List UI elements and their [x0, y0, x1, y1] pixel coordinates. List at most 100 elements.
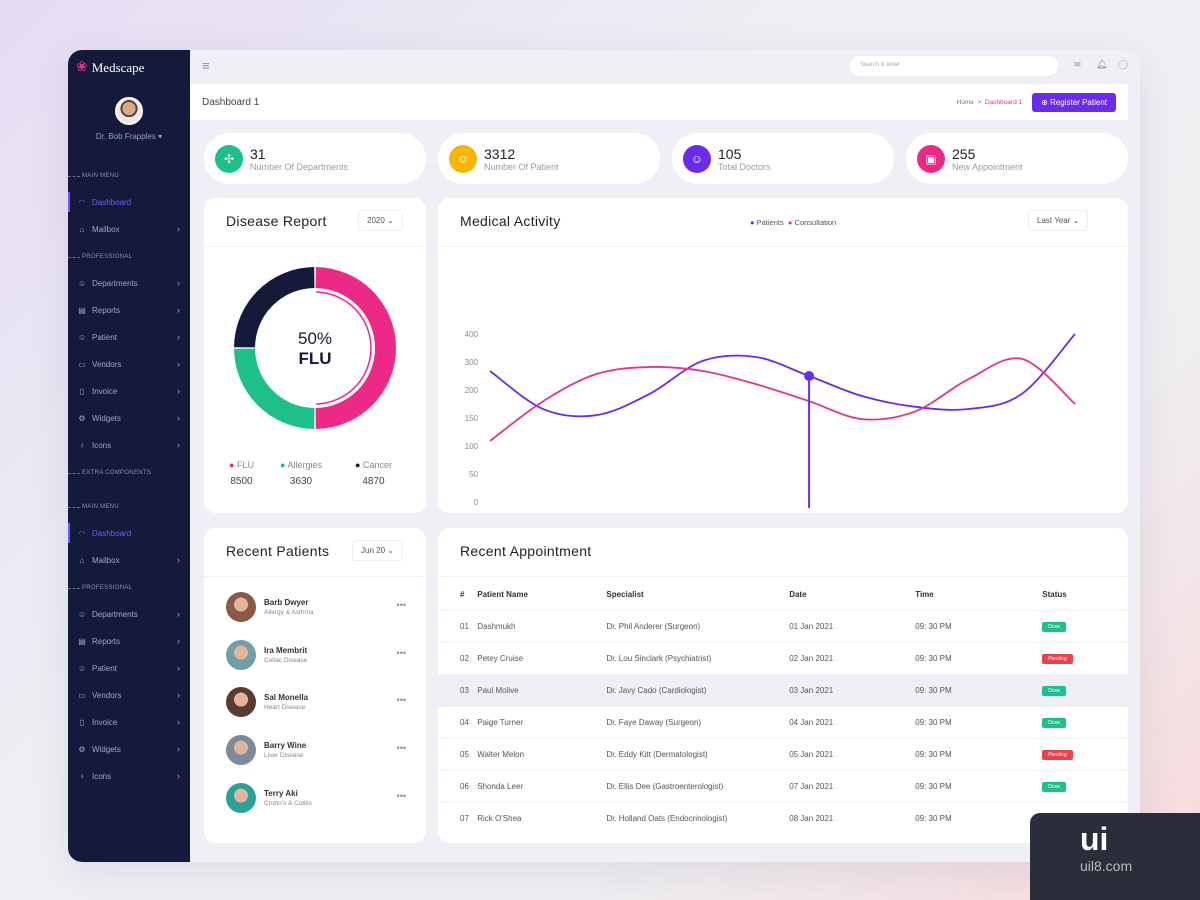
chevron-right-icon: › — [177, 332, 180, 342]
sidebar-item-reports[interactable]: ▤ Reports › — [78, 636, 180, 646]
stat-card[interactable]: ☺ 3312 Number Of Patient — [438, 133, 660, 184]
more-icon[interactable]: ••• — [396, 790, 406, 801]
highlight-marker[interactable] — [804, 371, 815, 381]
bell-icon[interactable]: 🔔︎ — [1096, 59, 1108, 69]
avatar — [226, 782, 256, 813]
sidebar-item-patient[interactable]: ☺ Patient › — [78, 332, 180, 342]
user-icon: ☺ — [78, 278, 87, 288]
table-cell: 09: 30 PM — [915, 801, 1043, 834]
avatar[interactable] — [115, 97, 143, 125]
sidebar-item-icons[interactable]: ♀ Icons › — [79, 771, 180, 781]
list-item[interactable]: Barb Dwyer Allergy & Asthma ••• — [226, 592, 406, 622]
year-dropdown[interactable]: 2020 ⌄ — [358, 210, 403, 231]
search-input[interactable]: Search & enter — [850, 56, 1058, 76]
table-row[interactable]: 06 Shonda Leer Dr. Ellis Dee (Gastroentero… — [438, 769, 1128, 802]
stat-icon: ✣ — [215, 144, 243, 173]
status-badge: Pending — [1042, 653, 1073, 664]
table-cell: Shonda Leer — [477, 769, 607, 802]
table-row[interactable]: 05 Walter Melon Dr. Eddy Kitt (Dermatologi… — [438, 737, 1128, 770]
list-item[interactable]: Ira Membrit Celiac Disease ••• — [226, 639, 406, 670]
gear-icon: ⚙ — [78, 744, 86, 754]
table-row[interactable]: 02 Petey Cruise Dr. Lou Sinclark (Psychiat… — [438, 641, 1128, 674]
table-cell: Dr. Ellis Dee (Gastroenterologist) — [606, 769, 790, 802]
more-icon[interactable]: ••• — [396, 695, 406, 706]
y-tick-label: 300 — [465, 358, 479, 367]
table-cell: 06 — [438, 769, 478, 802]
list-item[interactable]: Terry Aki Crohn's & Colitis ••• — [226, 782, 406, 813]
dashboard-icon: ◠ — [78, 528, 86, 538]
sidebar-item-icons[interactable]: ♀ Icons › — [79, 440, 180, 450]
sidebar-item-dashboard[interactable]: ◠ Dashboard — [68, 192, 190, 212]
divider — [204, 246, 426, 247]
status-badge: Done — [1042, 781, 1067, 792]
sidebar-item-departments[interactable]: ☺ Departments › — [78, 278, 180, 288]
table-cell: 04 — [438, 705, 478, 738]
user-menu[interactable]: Dr. Bob Frapples ▾ — [95, 132, 163, 141]
more-icon[interactable]: ••• — [396, 743, 406, 754]
table-cell: Rick O'Shea — [477, 801, 607, 834]
stat-card[interactable]: ▣ 255 New Appointment — [906, 133, 1128, 184]
sidebar-item-widgets[interactable]: ⚙ Widgets › — [78, 744, 180, 754]
table-row[interactable]: 03 Paul Molive Dr. Javy Cado (Cardiologist… — [438, 673, 1128, 706]
settings-icon[interactable]: ◯ — [1118, 59, 1129, 69]
card-title: Disease Report — [226, 213, 327, 229]
user-icon: ☺ — [78, 609, 87, 619]
sidebar-item-invoice[interactable]: ▯ Invoice › — [79, 386, 180, 396]
recent-appointment-card: Recent Appointment # Patient Name Speciali… — [438, 528, 1128, 843]
register-patient-button[interactable]: ⊕ Register Patient — [1032, 92, 1116, 112]
period-dropdown[interactable]: Last Year ⌄ — [1028, 210, 1089, 231]
table-cell: 09: 30 PM — [915, 641, 1043, 674]
sidebar-item-vendors[interactable]: ▭ Vendors › — [78, 690, 180, 700]
watermark: ui uil8.com — [1030, 813, 1200, 900]
appointments-table: # Patient Name Specialist Date Time Status 01 D… — [438, 580, 1128, 834]
avatar — [226, 687, 256, 718]
reports-icon: ▤ — [78, 636, 86, 646]
column-header: Specialist — [606, 590, 644, 600]
chevron-right-icon: › — [177, 744, 180, 754]
breadcrumb: Home > Dashboard 1 — [957, 99, 1023, 106]
legend-item: ● FLU 8500 — [229, 460, 254, 487]
chevron-right-icon: › — [177, 690, 180, 700]
mail-icon[interactable]: ✉ — [1074, 60, 1081, 69]
sidebar-item-patient[interactable]: ☺ Patient › — [78, 663, 180, 673]
sidebar-item-reports[interactable]: ▤ Reports › — [78, 305, 180, 315]
table-cell: 03 Jan 2021 — [789, 673, 916, 706]
table-row[interactable]: 04 Paige Turner Dr. Faye Daway (Surgeon) 04… — [438, 705, 1128, 738]
chevron-right-icon: › — [177, 413, 180, 423]
gear-icon: ⚙ — [78, 413, 86, 423]
table-row[interactable]: 07 Rick O'Shea Dr. Holland Oats (Endocrino… — [438, 801, 1128, 834]
chevron-right-icon: › — [177, 224, 180, 234]
more-icon[interactable]: ••• — [396, 647, 406, 658]
table-cell: Dashmukh — [477, 609, 607, 642]
donut-slice-flu[interactable] — [315, 267, 397, 429]
donut-slice-cancer[interactable] — [234, 267, 315, 348]
menu-toggle-icon[interactable]: ≡ — [202, 58, 210, 73]
stat-card[interactable]: ✣ 31 Number Of Departments — [204, 133, 426, 184]
donut-slice-allergies[interactable] — [234, 348, 315, 429]
table-cell: Dr. Phil Anderer (Surgeon) — [606, 609, 790, 642]
date-dropdown[interactable]: Jun 20 ⌄ — [352, 540, 403, 561]
table-cell: 09: 30 PM — [915, 705, 1043, 738]
table-row[interactable]: 01 Dashmukh Dr. Phil Anderer (Surgeon) 01 J… — [438, 609, 1128, 642]
bulb-icon: ♀ — [79, 440, 85, 450]
table-cell: 02 Jan 2021 — [789, 641, 916, 674]
sidebar-item-widgets[interactable]: ⚙ Widgets › — [78, 413, 180, 423]
y-tick-label: 100 — [465, 442, 479, 451]
sidebar-item-vendors[interactable]: ▭ Vendors › — [78, 359, 180, 369]
more-icon[interactable]: ••• — [396, 600, 406, 610]
stat-card[interactable]: ☺ 105 Total Doctors — [672, 133, 894, 184]
sidebar-item-departments[interactable]: ☺ Departments › — [78, 609, 180, 619]
sidebar-item-mailbox[interactable]: ⌂ Mailbox › — [79, 555, 180, 565]
sidebar-item-mailbox[interactable]: ⌂ Mailbox › — [79, 224, 180, 234]
table-cell: Dr. Holland Oats (Endocrinologist) — [606, 801, 790, 834]
sidebar-item-dashboard[interactable]: ◠ Dashboard — [68, 523, 190, 543]
logo[interactable]: ❀ Medscape — [76, 59, 145, 76]
chevron-right-icon: › — [177, 663, 180, 673]
sidebar-item-invoice[interactable]: ▯ Invoice › — [79, 717, 180, 727]
breadcrumb-home[interactable]: Home — [956, 98, 974, 106]
chevron-right-icon: › — [177, 278, 180, 288]
truck-icon: ▭ — [78, 359, 86, 369]
donut-center-label: FLU — [298, 349, 332, 368]
list-item[interactable]: Barry Wine Liver Disease ••• — [226, 735, 406, 766]
list-item[interactable]: Sal Monella Heart Disease ••• — [226, 687, 406, 718]
